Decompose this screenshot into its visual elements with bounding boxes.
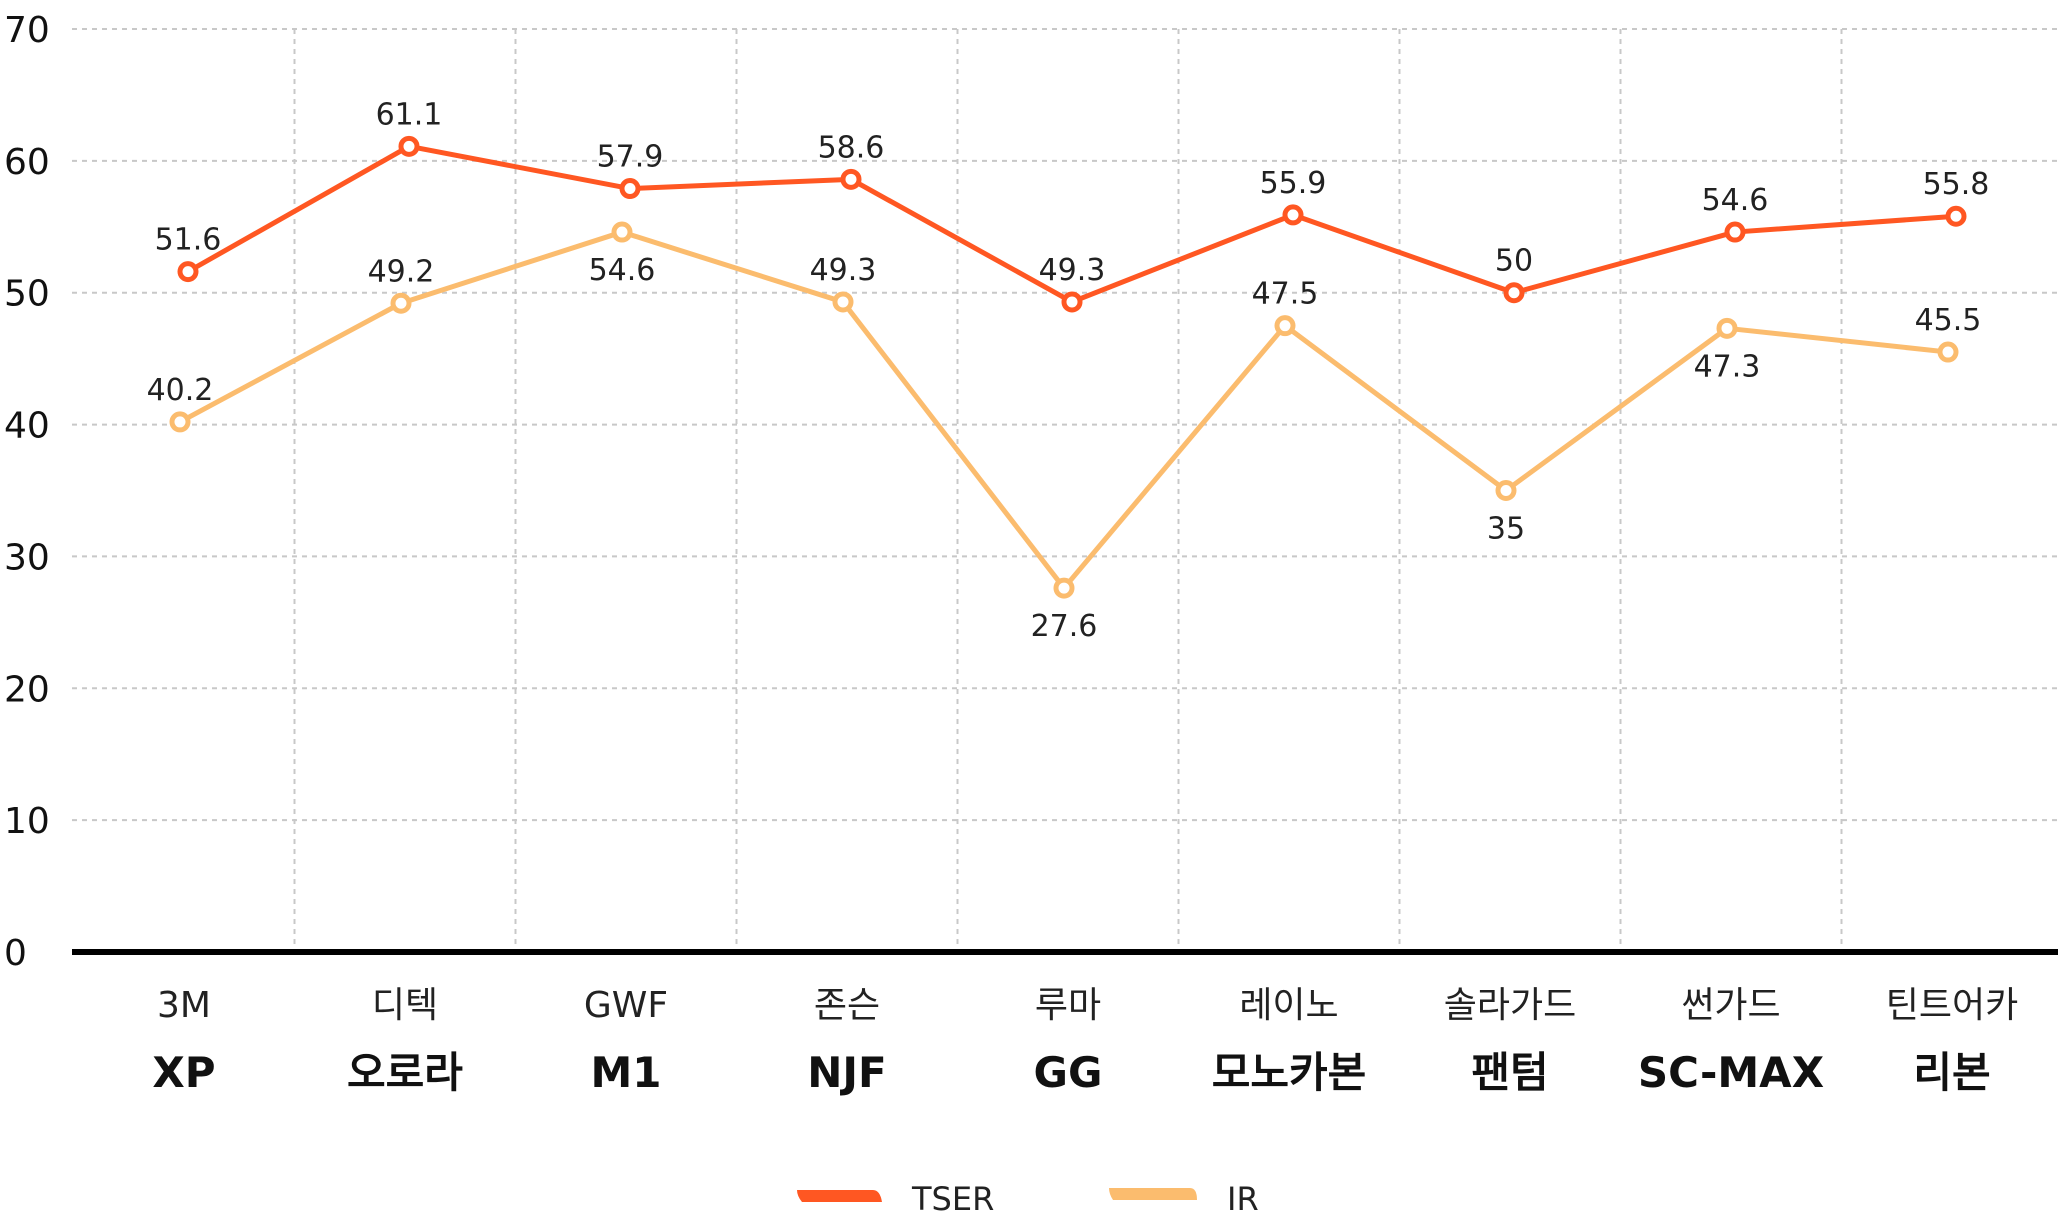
y-tick-label: 0 (4, 933, 27, 974)
data-point (1282, 204, 1304, 226)
y-tick-label: 50 (4, 274, 50, 315)
data-point (832, 291, 854, 313)
data-point (1503, 282, 1525, 304)
data-label: 45.5 (1915, 303, 1982, 338)
data-point (390, 292, 412, 314)
x-tick-product: XP (152, 1048, 215, 1097)
x-tick-product: 오로라 (347, 1048, 463, 1097)
data-point (1945, 205, 1967, 227)
data-label: 47.3 (1694, 349, 1761, 384)
data-point (1937, 341, 1959, 363)
y-tick-label: 30 (4, 537, 50, 578)
data-label: 40.2 (147, 373, 214, 408)
x-tick-product: NJF (807, 1048, 886, 1097)
data-label: 49.2 (368, 254, 435, 289)
x-tick-product: GG (1034, 1048, 1103, 1097)
data-label: 49.3 (1039, 253, 1106, 288)
legend-label-ir: IR (1227, 1180, 1259, 1218)
data-point (611, 221, 633, 243)
x-tick-brand: 존슨 (814, 985, 880, 1026)
data-label: 55.8 (1923, 167, 1990, 202)
x-tick-brand: 솔라가드 (1444, 985, 1576, 1026)
legend: TSER IR (797, 1180, 1259, 1218)
data-point (1274, 315, 1296, 337)
y-axis-ticks: 0 10 20 30 40 50 60 70 (4, 10, 50, 974)
data-point (840, 168, 862, 190)
data-label: 47.5 (1252, 277, 1319, 312)
data-label: 55.9 (1260, 166, 1327, 201)
series-ir: 40.2 49.2 54.6 49.3 27.6 47.5 35 47.3 45.5 (147, 221, 1982, 644)
data-point (177, 261, 199, 283)
data-label: 27.6 (1031, 609, 1098, 644)
data-label: 57.9 (597, 140, 664, 175)
data-label: 54.6 (589, 253, 656, 288)
data-point (619, 178, 641, 200)
x-tick-product: 모노카본 (1212, 1048, 1367, 1097)
data-point (169, 411, 191, 433)
grid (72, 28, 2058, 952)
x-tick-product: 팬텀 (1471, 1048, 1548, 1097)
data-label: 51.6 (155, 223, 222, 258)
y-tick-label: 10 (4, 801, 50, 842)
x-tick-brand: 레이노 (1239, 985, 1338, 1026)
x-tick-brand: 틴트어카 (1886, 985, 2018, 1026)
data-label: 50 (1495, 244, 1533, 279)
x-tick-product: SC-MAX (1638, 1048, 1824, 1097)
data-point (1061, 291, 1083, 313)
y-tick-label: 40 (4, 406, 50, 447)
x-tick-brand: 3M (157, 985, 211, 1026)
legend-swatch-tser (797, 1190, 882, 1202)
x-tick-brand: GWF (584, 985, 668, 1026)
data-label: 58.6 (818, 130, 885, 165)
series-tser: 51.6 61.1 57.9 58.6 49.3 55.9 50 54.6 55.8 (155, 97, 1990, 313)
data-label: 54.6 (1702, 183, 1769, 218)
y-tick-label: 70 (4, 10, 50, 51)
x-tick-brand: 루마 (1035, 985, 1101, 1026)
data-point (1716, 317, 1738, 339)
x-tick-brand: 디텍 (372, 985, 438, 1026)
y-tick-label: 20 (4, 669, 50, 710)
data-point (398, 135, 420, 157)
data-point (1053, 577, 1075, 599)
y-tick-label: 60 (4, 142, 50, 183)
data-label: 61.1 (376, 97, 443, 132)
legend-label-tser: TSER (911, 1180, 994, 1218)
legend-swatch-ir (1109, 1188, 1197, 1200)
data-label: 35 (1487, 512, 1525, 547)
series: 51.6 61.1 57.9 58.6 49.3 55.9 50 54.6 55.8 40.2 49… (147, 97, 1990, 644)
data-point (1495, 480, 1517, 501)
x-tick-product: M1 (590, 1048, 661, 1097)
data-label: 49.3 (810, 253, 877, 288)
data-point (1724, 221, 1746, 243)
x-tick-product: 리본 (1913, 1048, 1990, 1097)
x-tick-brand: 썬가드 (1681, 985, 1780, 1026)
